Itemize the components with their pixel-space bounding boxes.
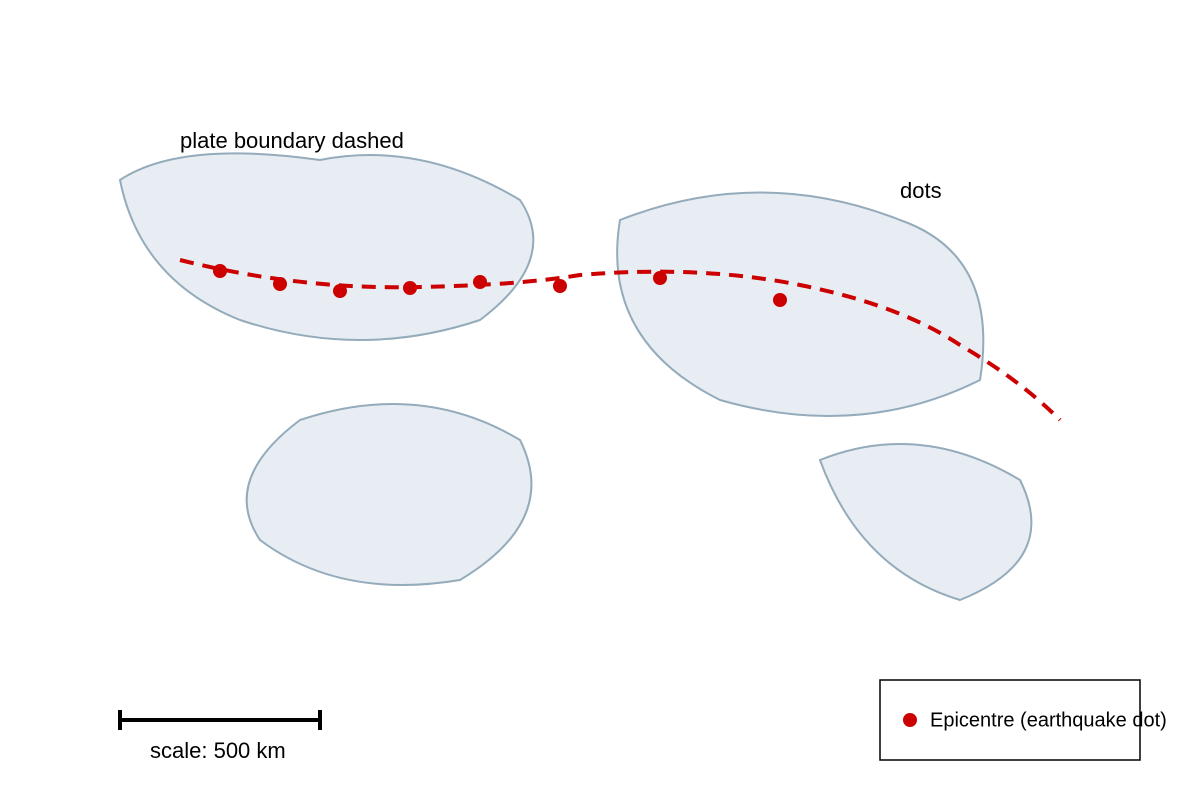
landmass <box>616 191 985 417</box>
annotation: dots <box>900 178 942 203</box>
epicentre <box>553 279 567 293</box>
landmass <box>245 403 533 586</box>
landmass <box>818 443 1033 602</box>
legend-symbol <box>903 713 917 727</box>
epicentre <box>333 284 347 298</box>
epicentre <box>403 281 417 295</box>
scale-bar <box>118 710 322 730</box>
epicentre <box>213 264 227 278</box>
epicentre <box>473 275 487 289</box>
epicentres <box>213 264 787 307</box>
annotation: plate boundary dashed <box>180 128 404 153</box>
epicentre <box>653 271 667 285</box>
landmass <box>118 152 535 341</box>
legend-label: Epicentre (earthquake dot) <box>930 709 1167 731</box>
legend-box <box>879 679 1141 761</box>
scale-label: scale: 500 km <box>150 738 286 763</box>
epicentre <box>773 293 787 307</box>
epicentre <box>273 277 287 291</box>
plate-boundary <box>179 258 1062 422</box>
